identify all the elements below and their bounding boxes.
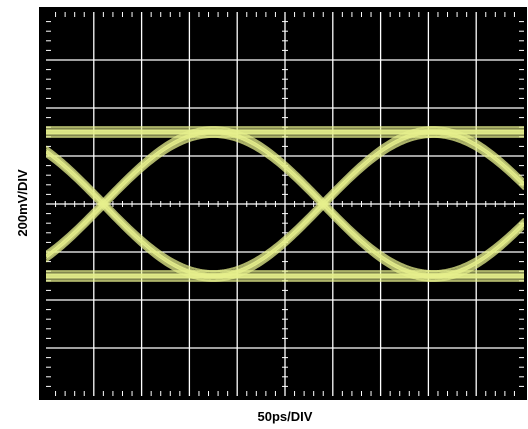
x-axis-label: 50ps/DIV (258, 409, 313, 424)
grid (46, 12, 524, 396)
eye-traces (46, 126, 524, 282)
y-axis-label: 200mV/DIV (15, 169, 30, 237)
